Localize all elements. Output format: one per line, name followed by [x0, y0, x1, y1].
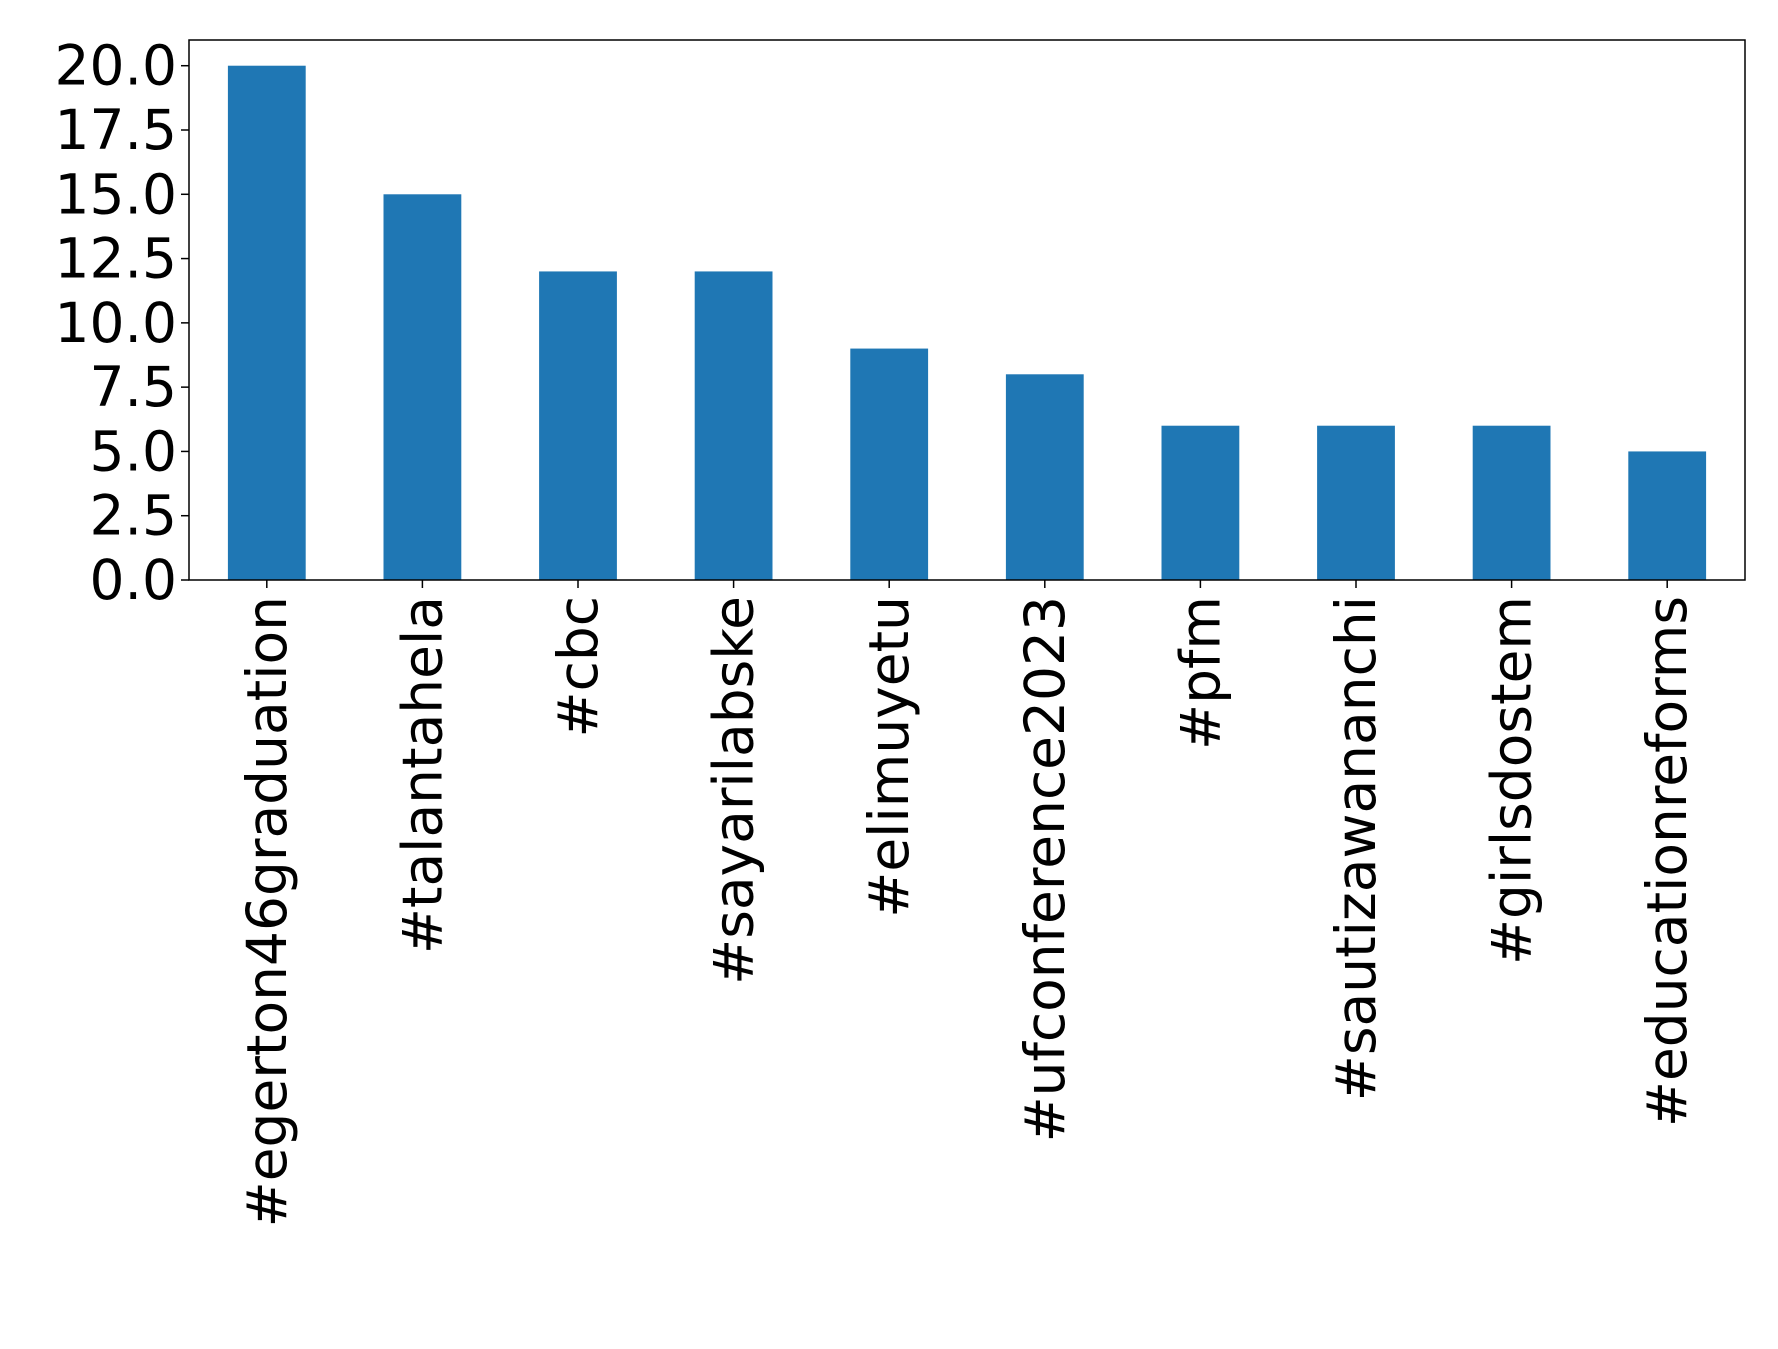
y-tick-label: 17.5: [55, 98, 177, 162]
bar-girlsdostem: [1472, 425, 1551, 580]
bar-talantahela: [383, 194, 462, 581]
bar-ufconference2023: [1005, 374, 1084, 580]
y-tick-label: 10.0: [55, 291, 177, 355]
y-tick-label: 5.0: [90, 419, 177, 483]
x-tick-label: #egerton46graduation: [235, 596, 299, 1227]
bar-sautizawananchi: [1317, 425, 1395, 580]
y-tick-label: 0.0: [90, 548, 177, 612]
y-tick-label: 2.5: [90, 484, 177, 548]
bar-cbc: [539, 271, 617, 580]
x-tick-label: #elimuyetu: [857, 596, 921, 918]
plot-frame: [188, 39, 1746, 581]
y-tick-label: 12.5: [55, 227, 177, 291]
x-tick-label: #sautizawananchi: [1324, 596, 1388, 1101]
bar-educationreforms: [1628, 451, 1707, 580]
x-tick-label: #pfm: [1168, 596, 1232, 750]
bar-elimuyetu: [850, 348, 929, 580]
y-tick-label: 20.0: [55, 34, 177, 98]
bar-sayarilabske: [694, 271, 773, 580]
x-tick-label: #sayarilabske: [702, 596, 766, 985]
x-tick-label: #educationreforms: [1635, 596, 1699, 1127]
x-tick-label: #ufconference2023: [1013, 596, 1077, 1142]
bar-pfm: [1161, 425, 1240, 580]
y-tick-label: 7.5: [90, 355, 177, 419]
y-tick-label: 15.0: [55, 162, 177, 226]
x-tick-label: #talantahela: [390, 596, 454, 954]
y-axis: 0.02.55.07.510.012.515.017.520.0: [55, 34, 189, 612]
bars-layer: [227, 65, 1707, 581]
x-tick-label: #cbc: [546, 596, 610, 737]
bar-egerton46graduation: [227, 65, 306, 580]
x-axis: #egerton46graduation #talantahela #cbc #say…: [235, 580, 1699, 1227]
x-tick-label: #girlsdostem: [1480, 596, 1544, 965]
